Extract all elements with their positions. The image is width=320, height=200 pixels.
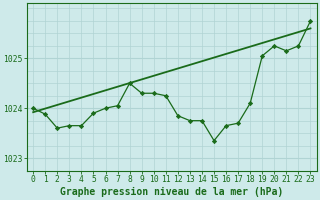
X-axis label: Graphe pression niveau de la mer (hPa): Graphe pression niveau de la mer (hPa)	[60, 186, 284, 197]
